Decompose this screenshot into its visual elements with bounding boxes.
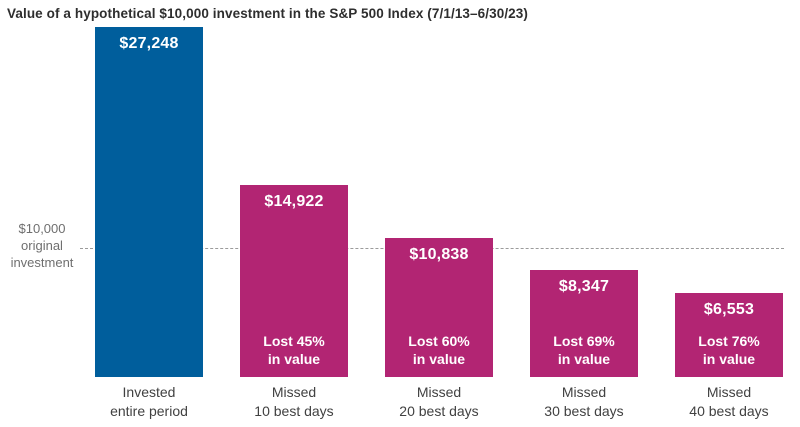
reference-label-line2: original	[21, 238, 63, 253]
bar-loss-line1: Lost 69%	[553, 333, 615, 349]
bar-value-label: $10,838	[409, 246, 469, 263]
bar-category-line1: Missed	[271, 384, 317, 400]
bar-loss-label: Lost 76% in value	[675, 332, 783, 368]
reference-label-line3: investment	[10, 255, 74, 270]
bar-category-line2: 20 best days	[399, 403, 479, 419]
bar-loss-label: Lost 69% in value	[530, 332, 638, 368]
bar-category-label: Missed 20 best days	[385, 383, 493, 421]
bar-loss-line1: Lost 60%	[408, 333, 470, 349]
bar-category-label: Missed 40 best days	[675, 383, 783, 421]
chart-title: Value of a hypothetical $10,000 investme…	[7, 6, 528, 21]
bar-invested-entire-period: $27,248	[95, 27, 203, 377]
bar-missed-30-best-days: $8,347 Lost 69% in value	[530, 270, 638, 377]
reference-label-line1: $10,000	[18, 221, 66, 236]
bar-missed-10-best-days: $14,922 Lost 45% in value	[240, 185, 348, 377]
bar-category-line1: Invested	[122, 384, 176, 400]
bar-value-label: $8,347	[558, 278, 610, 295]
bar-value-label: $6,553	[703, 301, 755, 318]
bar-loss-line2: in value	[702, 351, 756, 367]
bar-category-line2: 10 best days	[254, 403, 334, 419]
bar-value-label: $27,248	[119, 35, 179, 52]
bar-loss-line1: Lost 45%	[263, 333, 325, 349]
bar-category-line1: Missed	[561, 384, 607, 400]
bar-category-line2: 40 best days	[689, 403, 769, 419]
bar-loss-line2: in value	[412, 351, 466, 367]
bar-category-line1: Missed	[706, 384, 752, 400]
bar-missed-20-best-days: $10,838 Lost 60% in value	[385, 238, 493, 377]
bar-category-line2: entire period	[110, 403, 188, 419]
bar-category-line2: 30 best days	[544, 403, 624, 419]
bar-category-line1: Missed	[416, 384, 462, 400]
bar-missed-40-best-days: $6,553 Lost 76% in value	[675, 293, 783, 377]
bar-loss-line2: in value	[267, 351, 321, 367]
bar-loss-label: Lost 60% in value	[385, 332, 493, 368]
bar-value-label: $14,922	[264, 193, 324, 210]
bar-category-label: Missed 10 best days	[240, 383, 348, 421]
bar-loss-line2: in value	[557, 351, 611, 367]
bar-loss-line1: Lost 76%	[698, 333, 760, 349]
reference-line-label: $10,000 original investment	[4, 220, 80, 271]
bar-category-label: Missed 30 best days	[530, 383, 638, 421]
bar-loss-label: Lost 45% in value	[240, 332, 348, 368]
bar-category-label: Invested entire period	[95, 383, 203, 421]
